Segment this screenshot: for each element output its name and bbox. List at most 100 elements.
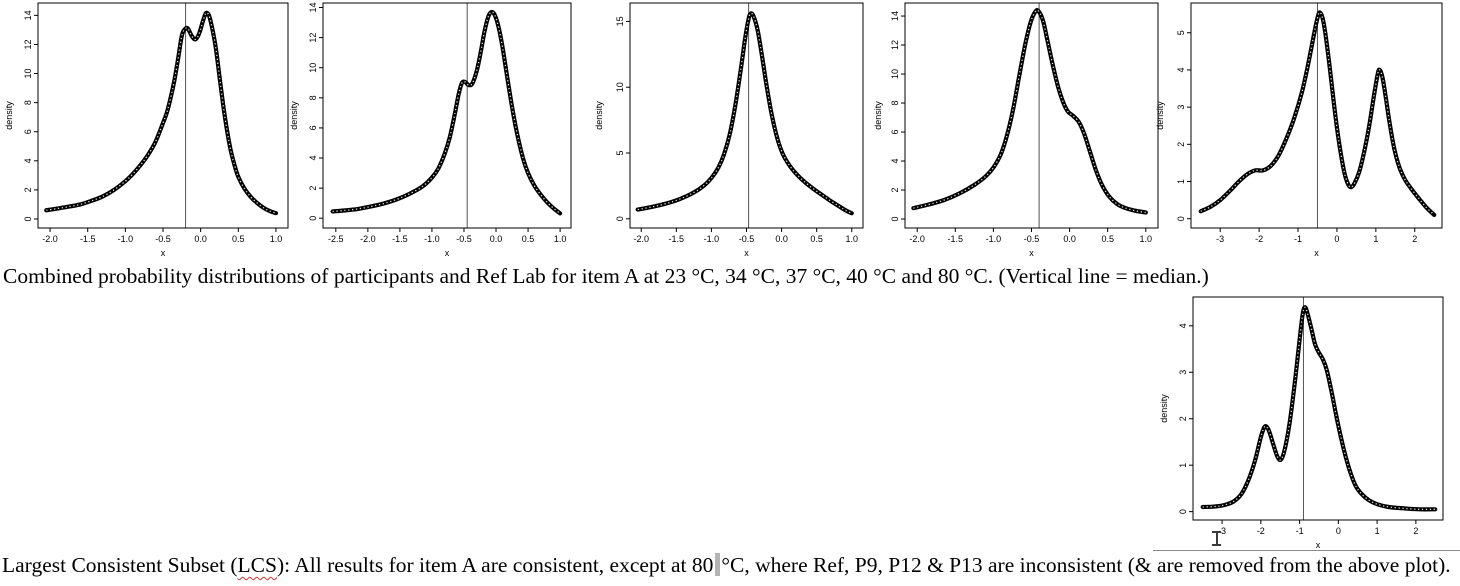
y-tick-label: 5 xyxy=(1176,30,1186,35)
y-tick-label: 12 xyxy=(308,33,318,43)
x-tick-label: 0.5 xyxy=(232,234,245,244)
x-tick-label: -1 xyxy=(1294,234,1302,244)
y-tick-label: 14 xyxy=(23,10,33,20)
ibeam-mouse-pointer xyxy=(1211,531,1222,546)
x-tick-label: -0.5 xyxy=(739,234,755,244)
y-tick-label: 1 xyxy=(1178,463,1188,468)
density-item-a-80c-lcs-svg: -3 -2 -1 0 1 2 0 1 2 3 4 x density xyxy=(1159,296,1444,550)
density-curve xyxy=(330,9,563,216)
y-tick-label: 6 xyxy=(308,125,318,130)
x-tick-label: -1.0 xyxy=(424,234,440,244)
y-tick-label: 3 xyxy=(1178,370,1188,375)
density-curve xyxy=(44,10,279,216)
y-axis-title: density xyxy=(1155,101,1165,130)
y-tick-label: 10 xyxy=(23,69,33,79)
x-tick-label: -2.0 xyxy=(42,234,58,244)
y-tick-label: 4 xyxy=(1176,67,1186,72)
density-curve-marker-texture xyxy=(46,12,277,214)
y-tick-label: 1 xyxy=(1176,179,1186,184)
y-tick-label: 14 xyxy=(890,11,900,21)
caption-bottom-part3: °C, where Ref, P9, P12 & P13 are inconsi… xyxy=(721,553,1451,577)
x-tick-label: -3 xyxy=(1218,526,1226,536)
y-tick-label: 2 xyxy=(23,187,33,192)
x-tick-label: -2.0 xyxy=(633,234,649,244)
misspelled-word-lcs: LCS xyxy=(237,553,277,577)
x-tick-label: 1.0 xyxy=(1140,234,1153,244)
text-cursor xyxy=(715,553,721,576)
y-axis-title: density xyxy=(874,101,883,130)
density-plot-34c[interactable]: -2.5 -2.0 -1.5 -1.0 -0.5 0.0 0.5 1.0 0 2 4 6 8 10 12 14… xyxy=(290,0,582,262)
plot-box xyxy=(1190,2,1443,229)
density-item-a-34c-svg: -2.5 -2.0 -1.5 -1.0 -0.5 0.0 0.5 1.0 0 2 4 6 8 10 12 14… xyxy=(290,2,572,258)
y-tick-label: 8 xyxy=(890,101,900,106)
plot-box xyxy=(904,2,1159,229)
density-plot-80c[interactable]: -3 -2 -1 0 1 2 0 1 2 3 4 5 x density xyxy=(1152,0,1460,262)
density-curve xyxy=(635,11,854,216)
x-tick-label: -2 xyxy=(1255,234,1263,244)
y-tick-label: 6 xyxy=(23,129,33,134)
density-item-a-40c-svg: -2.0 -1.5 -1.0 -0.5 0.0 0.5 1.0 0 2 4 6 8 10 12 14 x den… xyxy=(874,2,1159,258)
x-axis-title: x xyxy=(1316,540,1321,550)
y-tick-label: 5 xyxy=(615,150,625,155)
density-item-a-23c-svg: -2.0 -1.5 -1.0 -0.5 0.0 0.5 1.0 0 2 4 6 8 10 12 14 x den… xyxy=(4,2,289,258)
x-tick-label: 0.0 xyxy=(194,234,207,244)
x-tick-label: -1.5 xyxy=(948,234,964,244)
caption-bottom-part1: Largest Consistent Subset ( xyxy=(2,553,238,577)
plot-box xyxy=(322,2,572,229)
y-tick-label: 2 xyxy=(1176,142,1186,147)
x-tick-label: -0.5 xyxy=(155,234,171,244)
density-curve-marker-texture xyxy=(913,9,1146,214)
x-tick-label: 2 xyxy=(1413,526,1418,536)
y-tick-label: 6 xyxy=(890,130,900,135)
density-curve-marker-texture xyxy=(332,11,561,214)
x-axis-title: x xyxy=(161,248,166,258)
y-tick-label: 8 xyxy=(23,100,33,105)
density-curve xyxy=(1198,10,1437,218)
density-curve xyxy=(911,7,1148,215)
figure-caption-bottom[interactable]: Largest Consistent Subset (LCS): All res… xyxy=(2,552,1451,578)
y-tick-label: 10 xyxy=(308,63,318,73)
y-tick-label: 2 xyxy=(890,188,900,193)
y-tick-label: 0 xyxy=(1178,509,1188,514)
x-tick-label: -0.5 xyxy=(1024,234,1040,244)
x-tick-label: 0 xyxy=(1334,234,1339,244)
x-tick-label: 0.0 xyxy=(490,234,503,244)
density-curve-marker-texture xyxy=(637,12,853,214)
density-plot-40c[interactable]: -2.0 -1.5 -1.0 -0.5 0.0 0.5 1.0 0 2 4 6 8 10 12 14 x den… xyxy=(874,0,1164,262)
x-tick-label: 1 xyxy=(1373,234,1378,244)
x-axis-title: x xyxy=(445,248,450,258)
y-axis-title: density xyxy=(594,101,604,130)
y-tick-label: 10 xyxy=(890,69,900,79)
x-tick-label: -0.5 xyxy=(456,234,472,244)
caption-bottom-part2: ): All results for item A are consistent… xyxy=(276,553,714,577)
y-tick-label: 12 xyxy=(890,40,900,50)
density-plot-80c-lcs[interactable]: -3 -2 -1 0 1 2 0 1 2 3 4 x density xyxy=(1150,290,1460,558)
x-tick-label: 0.5 xyxy=(810,234,823,244)
x-tick-label: -2.0 xyxy=(909,234,925,244)
density-plot-23c[interactable]: -2.0 -1.5 -1.0 -0.5 0.0 0.5 1.0 0 2 4 6 8 10 12 14 x den… xyxy=(0,0,292,262)
x-tick-label: 1.0 xyxy=(554,234,567,244)
y-tick-label: 10 xyxy=(615,82,625,92)
x-axis-title: x xyxy=(1314,248,1319,258)
density-curve xyxy=(1200,305,1438,512)
x-tick-label: -1.0 xyxy=(986,234,1002,244)
y-tick-label: 3 xyxy=(1176,105,1186,110)
x-tick-label: -3 xyxy=(1216,234,1224,244)
x-tick-label: 0 xyxy=(1336,526,1341,536)
x-tick-label: 1.0 xyxy=(846,234,859,244)
y-tick-label: 14 xyxy=(308,3,318,13)
plot-box xyxy=(1192,296,1444,521)
figure-caption-top[interactable]: Combined probability distributions of pa… xyxy=(3,264,1209,288)
x-axis-title: x xyxy=(744,248,749,258)
y-tick-label: 8 xyxy=(308,95,318,100)
y-tick-label: 0 xyxy=(890,217,900,222)
density-item-a-37c-svg: -2.0 -1.5 -1.0 -0.5 0.0 0.5 1.0 0 5 10 15 x density xyxy=(594,2,864,258)
density-plot-37c[interactable]: -2.0 -1.5 -1.0 -0.5 0.0 0.5 1.0 0 5 10 15 x density xyxy=(588,0,878,262)
x-axis-title: x xyxy=(1029,248,1034,258)
x-tick-label: -2 xyxy=(1257,526,1265,536)
y-tick-label: 15 xyxy=(615,16,625,26)
x-tick-label: -2.0 xyxy=(360,234,376,244)
x-tick-label: -1.0 xyxy=(704,234,720,244)
y-tick-label: 4 xyxy=(890,159,900,164)
y-axis-title: density xyxy=(1159,394,1169,423)
